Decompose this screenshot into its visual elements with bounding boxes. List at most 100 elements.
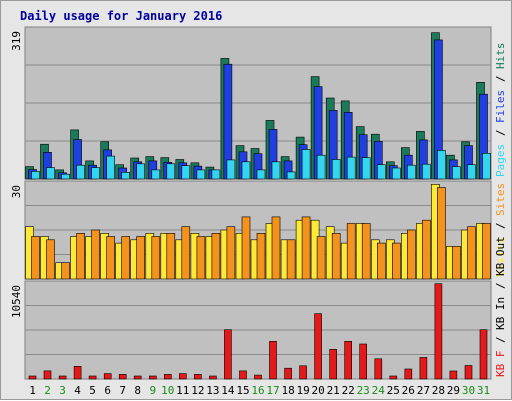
- bar-kb-f-day-1: [28, 375, 37, 380]
- bar-sites-day-22: [346, 223, 356, 280]
- bar-kb-f-day-25: [389, 375, 398, 380]
- panel-kb: 10540 KB F / KB In / KB Out: [10, 236, 507, 380]
- legend-entry: Hits: [494, 43, 507, 70]
- x-tick-label: 5: [89, 384, 96, 397]
- x-tick-label: 13: [206, 384, 219, 397]
- bar-pages-day-12: [196, 169, 206, 180]
- legend: Pages / Files / Hits: [494, 43, 507, 178]
- bar-pages-day-24: [376, 164, 386, 180]
- bar-kb-f-day-31: [479, 329, 488, 380]
- bar-pages-day-26: [406, 164, 416, 180]
- bar-sites-day-6: [106, 236, 115, 280]
- x-axis: 1 2 3 4 5 6 7 8 9 10 11 12 13 14 15 16 17 18 19 20 21 22 23 24 2…: [29, 384, 490, 397]
- x-tick-label: 8: [134, 384, 141, 397]
- bar-pages-day-6: [106, 155, 115, 180]
- legend-entry: Visits: [494, 237, 507, 277]
- bar-pages-day-25: [391, 167, 401, 180]
- bar-pages-day-29: [452, 166, 461, 180]
- bar-kb-f-day-4: [73, 365, 82, 380]
- bar-pages-day-21: [331, 159, 341, 180]
- bar-pages-day-22: [346, 156, 356, 180]
- legend: Visits / Sites: [494, 183, 507, 277]
- bar-kb-f-day-3: [58, 375, 67, 380]
- bar-kb-f-day-11: [179, 373, 187, 380]
- bar-sites-day-4: [76, 233, 85, 280]
- x-tick-label: 26: [402, 384, 415, 397]
- bar-pages-day-4: [76, 164, 85, 180]
- bar-sites-day-24: [376, 242, 386, 280]
- bar-pages-day-23: [361, 157, 371, 180]
- bar-sites-day-9: [151, 236, 161, 280]
- bar-kb-f-day-2: [43, 370, 52, 380]
- x-tick-label: 18: [281, 384, 294, 397]
- x-tick-label: 30: [462, 384, 475, 397]
- bar-kb-f-day-16: [254, 374, 262, 380]
- x-tick-label: 9: [149, 384, 156, 397]
- bar-sites-day-2: [46, 239, 55, 280]
- bar-pages-day-31: [482, 153, 491, 180]
- y-max-label: 10540: [10, 285, 23, 318]
- bar-kb-f-day-5: [88, 375, 97, 380]
- bar-pages-day-27: [422, 163, 431, 180]
- x-tick-label: 24: [372, 384, 386, 397]
- bar-kb-f-day-15: [239, 370, 247, 380]
- x-tick-label: 15: [236, 384, 249, 397]
- bar-sites-day-25: [391, 242, 401, 280]
- x-tick-label: 12: [191, 384, 204, 397]
- bar-pages-day-13: [211, 169, 221, 180]
- legend-separator: /: [494, 282, 507, 289]
- x-tick-label: 17: [266, 384, 279, 397]
- bar-kb-f-day-12: [194, 374, 202, 380]
- bar-sites-day-29: [452, 246, 461, 280]
- bar-pages-day-8: [136, 163, 145, 180]
- panel-hits-files-pages: 319 Pages / Files / Hits: [10, 26, 507, 180]
- bar-sites-day-18: [286, 239, 296, 280]
- bar-pages-day-18: [286, 171, 296, 180]
- legend-separator: /: [494, 75, 507, 82]
- bar-sites-day-17: [271, 216, 281, 280]
- bar-kb-f-day-20: [314, 313, 322, 380]
- bar-kb-f-day-8: [133, 375, 142, 380]
- bar-pages-day-15: [241, 161, 251, 180]
- legend-entry: Pages: [494, 144, 507, 177]
- bar-sites-day-26: [406, 229, 416, 280]
- bar-kb-f-day-23: [359, 343, 368, 380]
- bar-kb-f-day-29: [449, 370, 458, 380]
- bar-kb-f-day-22: [344, 340, 353, 380]
- bar-kb-f-day-18: [284, 367, 292, 380]
- bar-pages-day-30: [467, 164, 476, 180]
- legend-entry: KB F: [494, 351, 507, 378]
- bar-pages-day-10: [166, 163, 176, 180]
- bar-kb-f-day-17: [269, 340, 277, 380]
- bar-kb-f-day-9: [149, 375, 157, 380]
- y-max-label: 30: [10, 185, 23, 198]
- legend-separator: /: [494, 336, 507, 343]
- bar-sites-day-20: [316, 236, 326, 280]
- x-tick-label: 27: [417, 384, 430, 397]
- bar-sites-day-7: [121, 236, 130, 280]
- bar-kb-f-day-28: [434, 283, 443, 380]
- bar-kb-f-day-24: [374, 358, 383, 380]
- bar-pages-day-5: [91, 167, 100, 180]
- bar-sites-day-11: [181, 226, 191, 280]
- bar-pages-day-11: [181, 165, 191, 180]
- bar-pages-day-3: [61, 173, 70, 180]
- x-tick-label: 1: [29, 384, 36, 397]
- bar-kb-f-day-26: [404, 368, 413, 380]
- x-tick-label: 25: [387, 384, 400, 397]
- bar-kb-f-day-13: [209, 375, 217, 380]
- bar-sites-day-28: [437, 187, 446, 280]
- bar-kb-f-day-10: [164, 374, 172, 380]
- x-tick-label: 22: [342, 384, 355, 397]
- x-tick-label: 19: [296, 384, 309, 397]
- bar-sites-day-19: [301, 216, 311, 280]
- x-tick-label: 6: [104, 384, 111, 397]
- chart-title: Daily usage for January 2016: [20, 9, 222, 23]
- bar-pages-day-2: [46, 167, 55, 180]
- bar-kb-f-day-27: [419, 357, 428, 380]
- bar-kb-f-day-21: [329, 348, 338, 380]
- bar-sites-day-16: [256, 233, 266, 280]
- y-max-label: 319: [10, 31, 23, 51]
